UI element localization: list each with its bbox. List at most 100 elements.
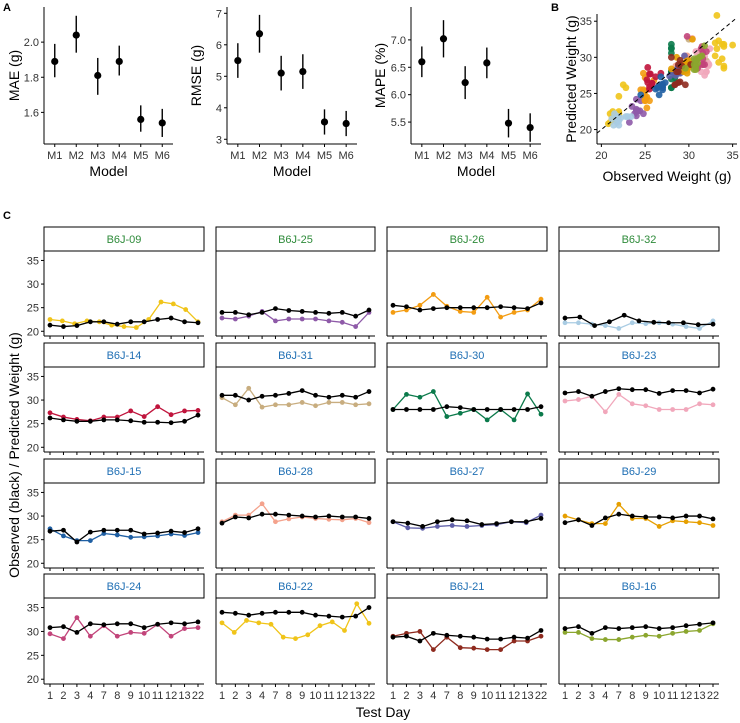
predicted-point bbox=[616, 326, 622, 331]
predicted-point bbox=[59, 318, 65, 324]
predicted-point bbox=[710, 402, 716, 408]
observed-line bbox=[564, 388, 714, 397]
y-axis-title: MAE (g) bbox=[6, 50, 22, 101]
scatter-point bbox=[610, 121, 618, 129]
x-axis-title: Observed Weight (g) bbox=[603, 168, 732, 184]
data-point bbox=[234, 56, 242, 65]
observed-point bbox=[523, 519, 529, 525]
observed-point bbox=[697, 621, 702, 627]
observed-point bbox=[219, 392, 225, 398]
scatter-point bbox=[671, 81, 679, 89]
observed-point bbox=[219, 309, 225, 315]
predicted-point bbox=[457, 410, 463, 416]
observed-point bbox=[643, 514, 649, 520]
observed-point bbox=[430, 630, 436, 636]
x-tick-label: 2 bbox=[60, 690, 66, 702]
facet-title: B6J-09 bbox=[107, 234, 142, 246]
predicted-line bbox=[564, 393, 714, 413]
y-tick-label: 1.8 bbox=[24, 72, 39, 84]
facet-strip bbox=[386, 458, 548, 484]
predicted-point bbox=[366, 401, 372, 407]
observed-point bbox=[246, 612, 252, 618]
predicted-point bbox=[182, 408, 187, 414]
predicted-point bbox=[339, 400, 345, 405]
facet-title: B6J-16 bbox=[622, 581, 657, 593]
observed-point bbox=[168, 620, 174, 626]
predicted-point bbox=[74, 615, 80, 620]
predicted-point bbox=[61, 533, 66, 539]
observed-point bbox=[538, 628, 544, 633]
predicted-point bbox=[484, 647, 490, 652]
observed-point bbox=[87, 418, 93, 424]
observed-point bbox=[417, 407, 423, 412]
x-axis-title: Model bbox=[89, 163, 127, 179]
observed-point bbox=[353, 514, 359, 520]
predicted-point bbox=[683, 324, 689, 329]
x-tick-label: 1 bbox=[219, 690, 225, 702]
panel-b-scatter: 20 25 30 35 20 25 30 35 Observed Weight (g) Predi… bbox=[563, 12, 739, 184]
predicted-point bbox=[464, 524, 470, 529]
observed-point bbox=[299, 388, 305, 394]
x-tick-label: 20 bbox=[595, 150, 607, 162]
observed-point bbox=[390, 302, 396, 308]
predicted-point bbox=[47, 631, 53, 637]
predicted-point bbox=[353, 402, 359, 408]
x-tick-label: 4 bbox=[430, 690, 436, 702]
x-tick-label: 30 bbox=[683, 150, 695, 162]
predicted-point bbox=[268, 621, 274, 627]
x-tick-label: 7 bbox=[616, 690, 622, 702]
observed-point bbox=[404, 633, 409, 639]
predicted-line bbox=[221, 387, 370, 408]
scatter-point bbox=[643, 76, 651, 84]
observed-point bbox=[643, 624, 649, 630]
x-tick-label: M5 bbox=[317, 150, 332, 162]
observed-point bbox=[339, 514, 345, 520]
x-tick-label: 11 bbox=[323, 690, 334, 702]
x-tick-label: 9 bbox=[643, 690, 649, 702]
observed-point bbox=[273, 392, 278, 398]
x-tick-label: 4 bbox=[602, 690, 608, 702]
predicted-point bbox=[231, 630, 237, 635]
observed-point bbox=[353, 313, 359, 319]
facet-strip bbox=[43, 342, 205, 368]
observed-point bbox=[404, 304, 409, 310]
y-tick-label: 2.0 bbox=[24, 37, 39, 49]
observed-point bbox=[259, 309, 265, 315]
predicted-point bbox=[629, 634, 635, 640]
observed-point bbox=[259, 393, 265, 399]
observed-point bbox=[141, 419, 147, 425]
predicted-point bbox=[219, 620, 225, 626]
predicted-point bbox=[47, 410, 53, 416]
predicted-point bbox=[114, 532, 120, 538]
y-axis-title: Predicted Weight (g) bbox=[563, 15, 579, 142]
x-tick-label: 8 bbox=[629, 690, 635, 702]
scatter-point bbox=[713, 45, 721, 53]
predicted-point bbox=[259, 501, 265, 507]
observed-point bbox=[616, 386, 622, 392]
predicted-point bbox=[602, 637, 608, 642]
observed-point bbox=[695, 322, 701, 328]
observed-point bbox=[471, 634, 477, 640]
x-tick-label: 12 bbox=[508, 690, 520, 702]
observed-point bbox=[141, 319, 147, 325]
scatter-point bbox=[702, 48, 710, 55]
data-point bbox=[526, 123, 534, 132]
observed-point bbox=[430, 407, 436, 412]
scatter-point bbox=[698, 52, 706, 60]
observed-point bbox=[666, 320, 671, 326]
y-tick-label: 25 bbox=[27, 535, 39, 547]
observed-point bbox=[444, 404, 450, 410]
y-tick-label: 30 bbox=[27, 395, 39, 407]
observed-point bbox=[390, 519, 396, 525]
x-tick-label: 2 bbox=[403, 690, 409, 702]
observed-point bbox=[683, 623, 689, 629]
predicted-point bbox=[417, 302, 423, 308]
observed-point bbox=[670, 388, 676, 394]
facet-title: B6J-21 bbox=[450, 581, 485, 593]
observed-point bbox=[182, 621, 187, 627]
observed-point bbox=[353, 613, 359, 619]
y-tick-label: 3 bbox=[216, 134, 222, 146]
observed-line bbox=[393, 406, 542, 411]
